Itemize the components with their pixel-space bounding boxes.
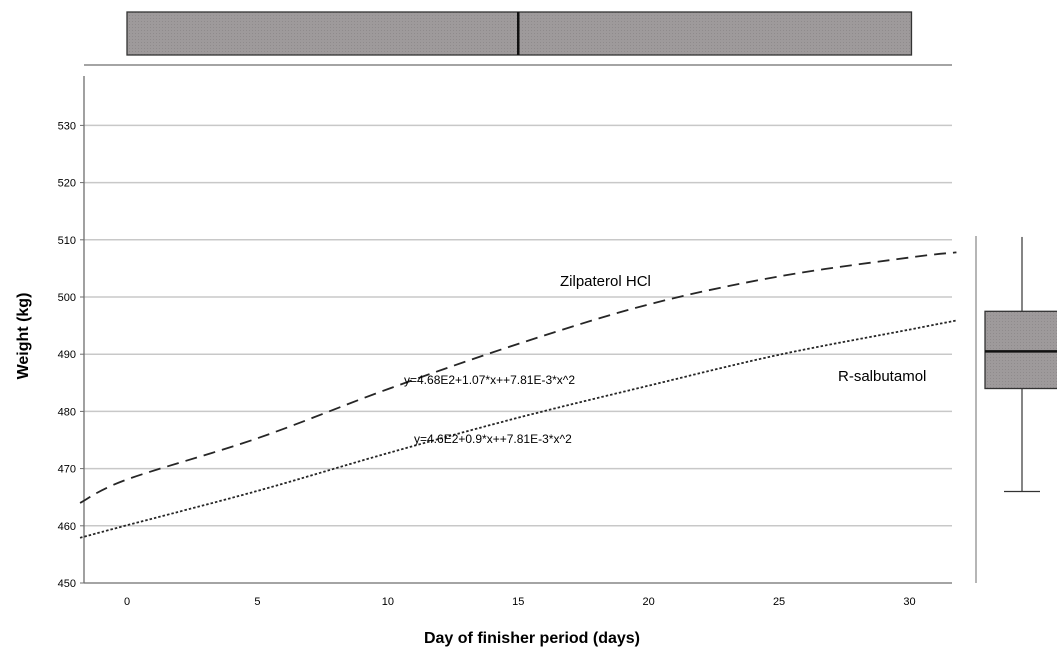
axes — [83, 64, 977, 584]
right-marginal-boxplot — [984, 236, 1057, 493]
zilpaterol-label: Zilpaterol HCl — [560, 273, 651, 290]
y-tick-label: 480 — [58, 406, 76, 418]
y-axis-title: Weight (kg) — [15, 293, 32, 380]
x-tick-label: 25 — [773, 596, 785, 608]
right-box — [984, 310, 1057, 390]
series-line-r-salbutamol — [79, 319, 957, 539]
y-tick-label: 500 — [58, 292, 76, 304]
y-tick-label: 460 — [58, 521, 76, 533]
label-background — [834, 366, 931, 387]
x-tick-label: 0 — [124, 596, 130, 608]
series-lines — [79, 251, 957, 539]
r-salbutamol-label: R-salbutamol — [838, 368, 926, 385]
x-tick-label: 20 — [643, 596, 655, 608]
label-background — [556, 271, 655, 292]
y-tick-label: 470 — [58, 464, 76, 476]
x-tick-label: 30 — [903, 596, 915, 608]
y-tick-label: 520 — [58, 178, 76, 190]
y-tick-label: 450 — [58, 578, 76, 590]
y-tick-label: 490 — [58, 349, 76, 361]
x-tick-label: 5 — [254, 596, 260, 608]
y-tick-label: 530 — [58, 120, 76, 132]
r-salbutamol-equation: y=4.6E2+0.9*x++7.81E-3*x^2 — [414, 432, 572, 446]
y-tick-label: 510 — [58, 235, 76, 247]
annotations: Zilpaterol HCl R-salbutamol y=4.68E2+1.0… — [404, 271, 931, 446]
x-axis-title: Day of finisher period (days) — [424, 630, 640, 647]
top-marginal-boxplot — [126, 11, 913, 56]
x-tick-label: 10 — [382, 596, 394, 608]
series-line-zilpaterol-hcl — [79, 251, 957, 504]
gridlines — [84, 124, 952, 527]
zilpaterol-equation: y=4.68E2+1.07*x++7.81E-3*x^2 — [404, 373, 575, 387]
x-tick-label: 15 — [512, 596, 524, 608]
